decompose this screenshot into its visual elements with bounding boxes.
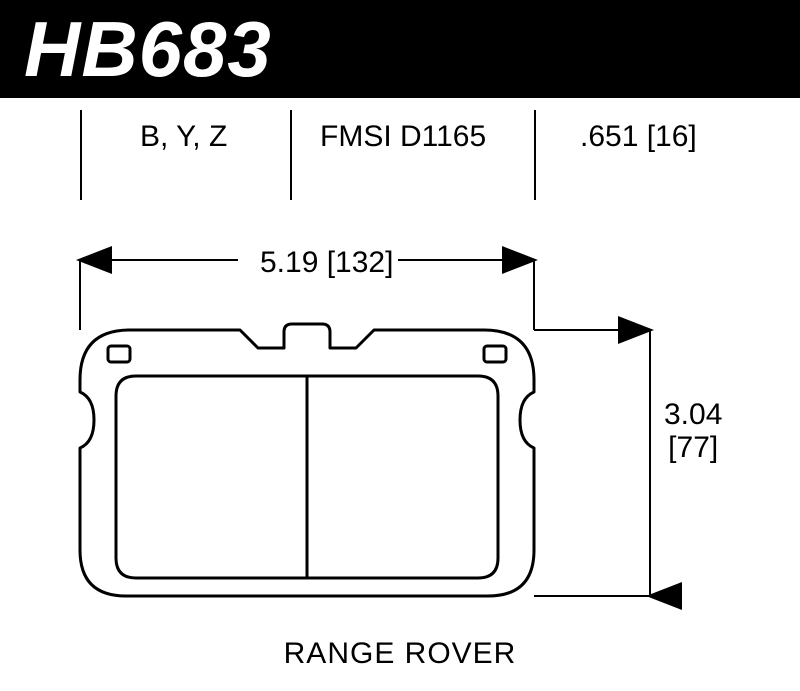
brake-pad-diagram: 5.19 [132] 3.04 [77] bbox=[0, 220, 800, 630]
spec-divider bbox=[534, 110, 536, 200]
spec-divider bbox=[290, 110, 292, 200]
spec-variants: B, Y, Z bbox=[140, 120, 227, 154]
rivet-hole-left bbox=[108, 346, 130, 362]
header-bar: HB683 bbox=[0, 0, 800, 98]
spec-divider bbox=[80, 110, 82, 200]
brake-pad-outline bbox=[80, 324, 534, 596]
spec-row: B, Y, Z FMSI D1165 .651 [16] bbox=[0, 120, 800, 190]
spec-fmsi: FMSI D1165 bbox=[320, 120, 486, 154]
vehicle-label: RANGE ROVER bbox=[0, 637, 800, 671]
spec-thickness: .651 [16] bbox=[580, 120, 697, 154]
width-dimension-label: 5.19 [132] bbox=[260, 246, 393, 279]
height-in: 3.04 bbox=[664, 398, 722, 431]
height-dimension-label: 3.04 [77] bbox=[664, 398, 722, 464]
height-mm: [77] bbox=[668, 431, 718, 464]
rivet-hole-right bbox=[484, 346, 506, 362]
part-number-title: HB683 bbox=[24, 4, 272, 95]
